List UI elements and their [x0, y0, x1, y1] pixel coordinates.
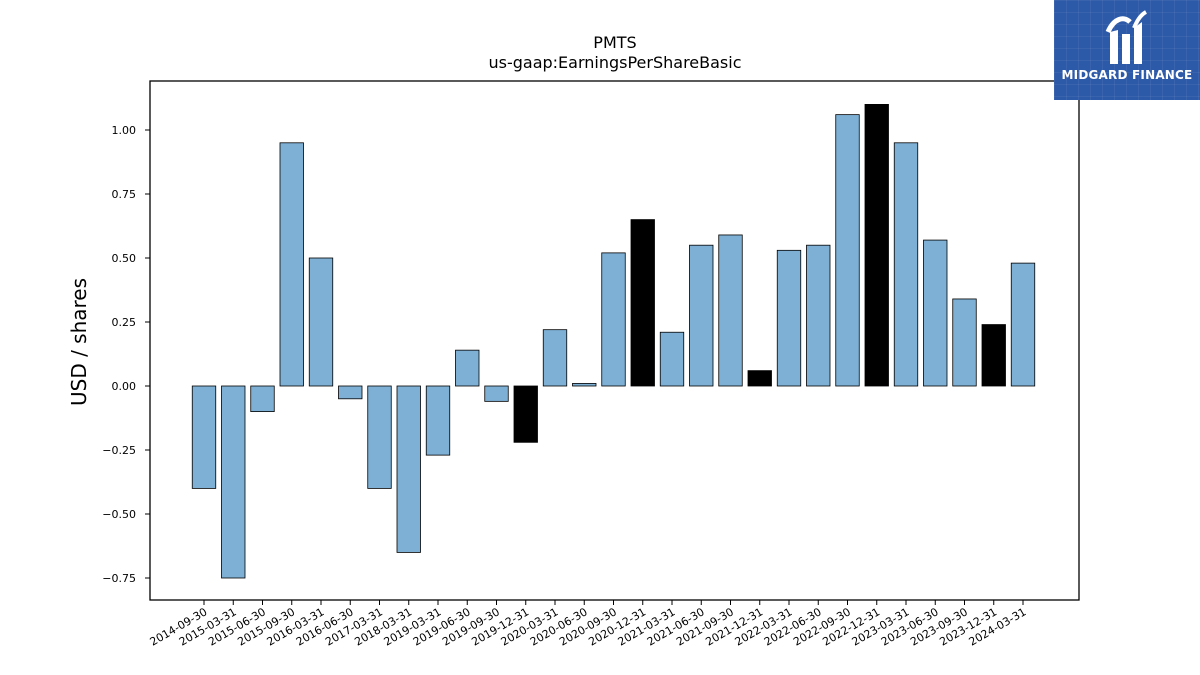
bar-2015-03-31 — [221, 385, 246, 579]
bar-2019-12-31 — [513, 385, 538, 443]
bar-2014-09-30 — [191, 385, 217, 489]
logo-text: MIDGARD FINANCE — [1061, 68, 1193, 82]
y-tick-label: 0.25 — [112, 316, 137, 329]
bar-2020-03-31 — [542, 329, 568, 387]
chart-title: PMTS — [593, 33, 636, 52]
midgard-logo-icon — [1105, 10, 1147, 64]
bar-2016-06-30 — [338, 385, 363, 400]
bar-2023-03-31 — [893, 142, 919, 387]
y-tick-label: −0.50 — [102, 508, 136, 521]
y-tick-label: 0.75 — [112, 188, 137, 201]
bar-2021-12-31 — [747, 370, 772, 387]
bar-2023-06-30 — [923, 239, 948, 387]
bar-2020-12-31 — [630, 219, 655, 387]
y-axis: −0.75 −0.50 −0.25 0.00 0.25 0.50 0.75 1.00 — [102, 124, 150, 585]
bar-2022-03-31 — [776, 249, 802, 387]
bar-2017-03-31 — [367, 385, 392, 489]
x-axis: 2014-09-302015-03-312015-06-302015-09-30… — [148, 600, 1029, 649]
bar-2022-06-30 — [806, 244, 831, 387]
y-tick-label: 1.00 — [112, 124, 137, 137]
y-tick-label: 0.50 — [112, 252, 137, 265]
bar-2021-03-31 — [659, 331, 685, 387]
bar-2021-09-30 — [718, 234, 743, 387]
bar-2019-03-31 — [425, 385, 451, 456]
bar-2022-09-30 — [835, 114, 860, 387]
y-tick-label: −0.75 — [102, 572, 136, 585]
bar-2015-09-30 — [279, 142, 304, 387]
chart-subtitle: us-gaap:EarningsPerShareBasic — [488, 53, 741, 72]
bar-2019-06-30 — [455, 349, 480, 387]
y-tick-label: −0.25 — [102, 444, 136, 457]
logo-badge: MIDGARD FINANCE — [1054, 0, 1200, 100]
bar-2020-06-30 — [572, 383, 597, 387]
bar-2020-09-30 — [601, 252, 626, 387]
bar-2022-12-31 — [864, 104, 889, 387]
y-tick-label: 0.00 — [112, 380, 137, 393]
bar-2021-06-30 — [689, 244, 714, 387]
plot-frame — [149, 80, 1080, 601]
bar-2019-09-30 — [484, 385, 509, 402]
bar-2023-12-31 — [981, 324, 1006, 387]
bar-2016-03-31 — [308, 257, 334, 387]
bar-2023-09-30 — [952, 298, 977, 387]
bar-2018-03-31 — [396, 385, 421, 553]
bar-2024-03-31 — [1010, 262, 1036, 387]
bar-2015-06-30 — [250, 385, 275, 413]
y-axis-label: USD / shares — [67, 278, 91, 406]
bars-group — [191, 104, 1036, 579]
